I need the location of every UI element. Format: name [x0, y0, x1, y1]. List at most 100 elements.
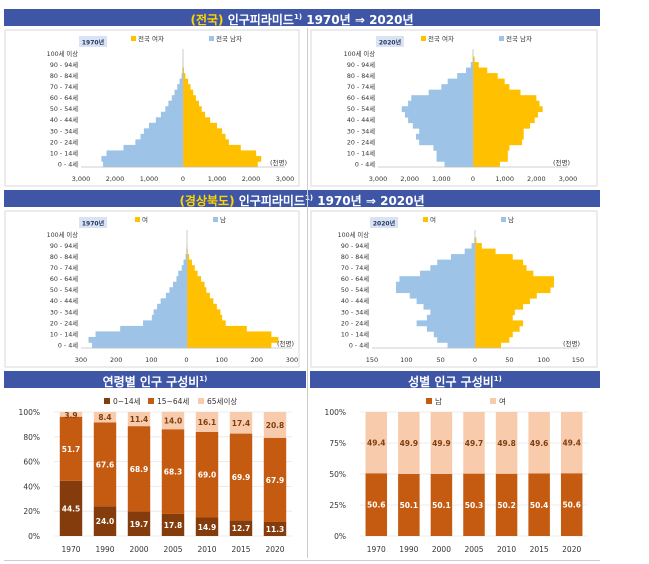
footnote-mark: 1) [493, 375, 502, 383]
bar-male [447, 78, 473, 85]
x-tick-label: 3,000 [276, 175, 295, 183]
bar-female [475, 237, 477, 244]
bar-female [475, 309, 515, 316]
y-tick-label: 100% [325, 408, 346, 417]
bar-male [426, 325, 475, 332]
bar-female [475, 265, 527, 271]
bar-female [187, 270, 198, 277]
bar-male [416, 320, 475, 327]
x-tick-label: 1970 [367, 545, 386, 554]
bar-female [183, 84, 191, 90]
bar-female [183, 155, 262, 162]
legend-swatch [426, 398, 432, 404]
legend-swatch-male [213, 217, 218, 222]
stacked-bar-segment [93, 412, 117, 423]
y-tick-label: 50% [329, 470, 346, 479]
bar-female [187, 336, 279, 343]
legend-swatch-male [209, 36, 214, 41]
legend-swatch [198, 398, 204, 404]
y-tick-label: 20% [23, 507, 40, 516]
bar-female [473, 111, 538, 118]
y-tick-label: 25% [329, 501, 346, 510]
bar-female [475, 259, 524, 266]
bar-male [172, 281, 187, 288]
bar-male [396, 281, 475, 288]
bar-male [450, 254, 475, 260]
bar-female [473, 84, 510, 90]
bar-female [473, 89, 521, 96]
data-label: 50.1 [400, 501, 419, 510]
data-label: 69.9 [232, 473, 251, 482]
stacked-bar-segment [528, 473, 550, 536]
data-label: 50.3 [465, 501, 484, 510]
stacked-bar-segment [263, 412, 287, 438]
bar-female [473, 100, 540, 107]
x-tick-label: 1,000 [432, 175, 451, 183]
stacked-bar-segment [398, 412, 420, 474]
bar-female [473, 161, 500, 168]
stacked-bar-segment [229, 433, 253, 521]
y-tick-label: 80% [23, 433, 40, 442]
data-label: 11.4 [130, 415, 149, 424]
data-label: 19.7 [130, 520, 149, 529]
chart-frame [4, 29, 300, 187]
chart-frame [310, 210, 598, 368]
stacked-bar-segment [528, 412, 550, 474]
stacked-bar-segment [495, 473, 518, 536]
banner-highlight: (전국) [190, 13, 224, 27]
stacked-bar-segment [398, 473, 420, 536]
bar-male [178, 270, 187, 277]
footnote-mark: 1) [293, 13, 303, 21]
banner-sex-composition: 성별 인구 구성비1) [310, 371, 600, 389]
stacked-bar-segment [263, 437, 287, 522]
bar-male [149, 122, 183, 129]
legend-label-male: 남 [508, 215, 514, 224]
bar-female [473, 133, 524, 140]
x-tick-label: 2,000 [400, 175, 419, 183]
bar-female [473, 128, 524, 135]
bar-male [470, 62, 473, 68]
x-tick-label: 2,000 [106, 175, 125, 183]
bar-female [183, 89, 194, 96]
y-tick-label: 40% [23, 482, 40, 491]
bar-male [103, 161, 183, 168]
legend-swatch-female [131, 36, 136, 41]
bar-male [412, 122, 473, 129]
bar-male [437, 259, 475, 266]
bar-male [457, 73, 473, 79]
bar-female [183, 106, 202, 113]
year-tag-bg [376, 36, 404, 47]
bar-male [176, 276, 187, 283]
x-tick-label: 0 [473, 356, 477, 364]
x-tick-label: 2005 [464, 545, 483, 554]
stacked-bar-segment [430, 412, 453, 474]
bar-male [401, 106, 473, 113]
y-tick-label: 30 - 34세 [50, 307, 78, 316]
bar-female [475, 287, 551, 294]
x-tick-label: 1,000 [140, 175, 159, 183]
y-tick-label: 60 - 64세 [347, 93, 375, 102]
bar-male [165, 292, 187, 299]
data-label: 49.9 [432, 439, 451, 448]
bar-female [473, 106, 543, 113]
bar-female [475, 303, 524, 310]
y-tick-label: 10 - 14세 [347, 148, 375, 157]
data-label: 68.9 [130, 465, 149, 474]
bar-male [157, 303, 187, 310]
y-tick-label: 40 - 44세 [341, 296, 369, 305]
x-tick-label: 2010 [497, 545, 516, 554]
y-tick-label: 0% [334, 532, 346, 541]
y-tick-label: 100세 이상 [344, 49, 376, 58]
y-tick-label: 60 - 64세 [341, 274, 369, 283]
legend-label-male: 전국 남자 [216, 34, 242, 43]
x-tick-label: 1970 [61, 545, 80, 554]
x-tick-label: 1990 [95, 545, 114, 554]
bar-male [171, 95, 183, 102]
y-tick-label: 20 - 24세 [341, 318, 369, 327]
bar-male [433, 144, 473, 151]
stacked-bar-segment [195, 431, 219, 518]
unit-label: (천명) [270, 158, 287, 167]
bar-male [135, 139, 183, 146]
data-label: 3.9 [64, 411, 77, 420]
bar-female [187, 265, 195, 271]
